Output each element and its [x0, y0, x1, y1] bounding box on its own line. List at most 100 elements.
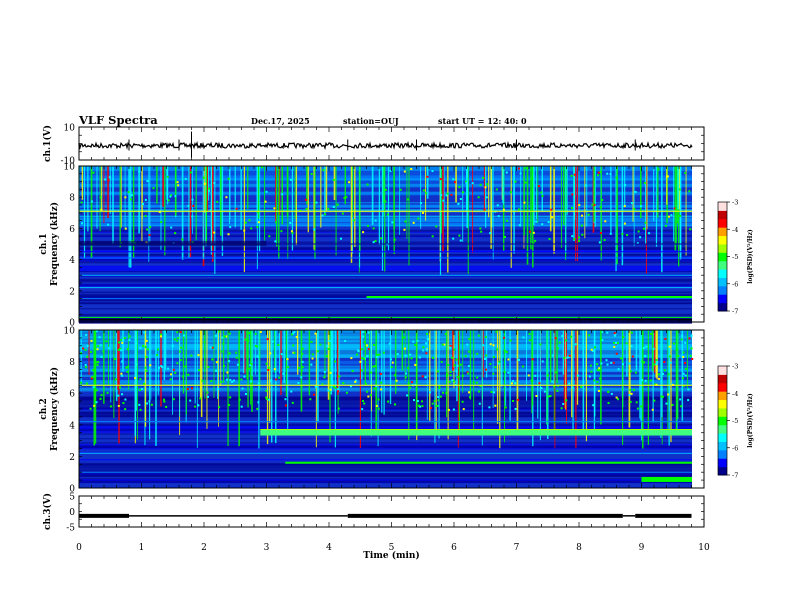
colorbar-segment — [718, 269, 727, 278]
spectro-band — [79, 229, 692, 233]
spectro-speckle — [86, 355, 89, 358]
spectro-speckle — [610, 392, 613, 395]
spectro-speckle — [138, 403, 141, 406]
spectro-band — [79, 481, 692, 484]
spectro-speckle — [449, 371, 452, 374]
spectro-speckle — [421, 405, 424, 408]
spectro-speckle — [465, 181, 468, 184]
spectro-speckle — [484, 186, 487, 189]
spectro-speckle — [600, 362, 603, 365]
spectro-band — [79, 459, 692, 461]
spectro-speckle — [430, 407, 433, 410]
spectro-speckle — [417, 217, 420, 220]
spectro-speckle — [506, 219, 509, 222]
spectro-speckle — [403, 347, 406, 350]
spectro-speckle — [485, 368, 488, 371]
spectro-speckle — [455, 370, 458, 373]
colorbar-tick-label: -6 — [732, 280, 738, 288]
spectro-speckle — [639, 236, 642, 239]
spectro-speckle — [609, 232, 612, 235]
spectro-speckle — [170, 194, 173, 197]
spectro-speckle — [485, 196, 488, 199]
spectro-speckle — [167, 367, 170, 370]
colorbar-segment — [718, 416, 727, 426]
spectro-speckle — [323, 376, 326, 379]
spectro-speckle — [514, 407, 517, 410]
spectro-speckle — [215, 361, 218, 364]
colorbar-segment — [718, 218, 727, 228]
spectro-speckle — [410, 357, 413, 360]
spectro-speckle — [386, 213, 389, 216]
spectro-speckle — [315, 201, 318, 204]
spectro-speckle — [418, 356, 421, 359]
colorbar-segment — [718, 235, 727, 245]
spectro-speckle — [92, 369, 95, 372]
y-tick-label: 6 — [69, 225, 75, 235]
spectro-speckle — [458, 186, 461, 189]
spectro-speckle — [361, 348, 364, 351]
spectro-speckle — [165, 405, 168, 408]
spectro-speckle — [484, 335, 487, 338]
spectro-speckle — [664, 337, 667, 340]
spectro-speckle — [449, 374, 452, 377]
spectro-speckle — [182, 375, 185, 378]
spectro-speckle — [489, 232, 492, 235]
spectro-speckle — [634, 190, 637, 193]
ch1-ylabel: ch.1(V) — [42, 125, 53, 162]
spectro-speckle — [192, 204, 195, 207]
spectro-speckle — [425, 192, 428, 195]
spectro-speckle — [374, 240, 377, 243]
spectro-band — [79, 445, 692, 449]
y-tick-label: 4 — [69, 256, 75, 266]
spectro-speckle — [452, 380, 455, 383]
colorbar-label: log(PSD)(V²/Hz) — [747, 229, 754, 284]
spectro-speckle — [637, 230, 640, 233]
spectro-band — [79, 465, 692, 469]
spectro-speckle — [176, 331, 179, 334]
spectro-speckle — [384, 200, 387, 203]
spectro-speckle — [630, 345, 633, 348]
spectro-speckle — [120, 349, 123, 352]
spectro-speckle — [203, 341, 206, 344]
x-tick-label: 6 — [451, 543, 457, 553]
spectro-speckle — [350, 357, 353, 360]
spectro-speckle — [402, 336, 405, 339]
spectro-speckle — [422, 349, 425, 352]
spectro-speckle — [95, 389, 98, 392]
spectro-speckle — [176, 362, 179, 365]
spectro-speckle — [429, 391, 432, 394]
colorbar-segment — [718, 407, 727, 417]
band-0-5khz — [641, 476, 692, 482]
spectro-speckle — [538, 382, 541, 385]
spectro-speckle — [690, 347, 693, 350]
spectro-speckle — [477, 196, 480, 199]
spectro-speckle — [290, 230, 293, 233]
spectro-speckle — [613, 345, 616, 348]
spectro-band — [79, 401, 692, 403]
spectro-band — [79, 426, 692, 429]
x-tick-label: 7 — [514, 543, 520, 553]
spectro-speckle — [169, 378, 172, 381]
spectro-band — [79, 344, 692, 348]
spectro-speckle — [598, 367, 601, 370]
colorbar-segment — [718, 441, 727, 451]
spectro-speckle — [135, 363, 138, 366]
spectro-speckle — [580, 224, 583, 227]
x-tick-label: 3 — [264, 543, 270, 553]
spectro-speckle — [314, 332, 317, 335]
spectro-speckle — [477, 334, 480, 337]
spectro-speckle — [689, 354, 692, 357]
spectro-speckle — [373, 365, 376, 368]
spectro-speckle — [227, 233, 230, 236]
spectro-speckle — [467, 372, 470, 375]
spectro-speckle — [496, 204, 499, 207]
spectro-speckle — [107, 223, 110, 226]
spectro-speckle — [489, 343, 492, 346]
spectro-band — [79, 241, 692, 244]
spectro-speckle — [453, 181, 456, 184]
spectro-speckle — [160, 333, 163, 336]
spectro-speckle — [84, 363, 87, 366]
spectro-speckle — [655, 383, 658, 386]
spectro-speckle — [316, 350, 319, 353]
spectro-speckle — [476, 376, 479, 379]
